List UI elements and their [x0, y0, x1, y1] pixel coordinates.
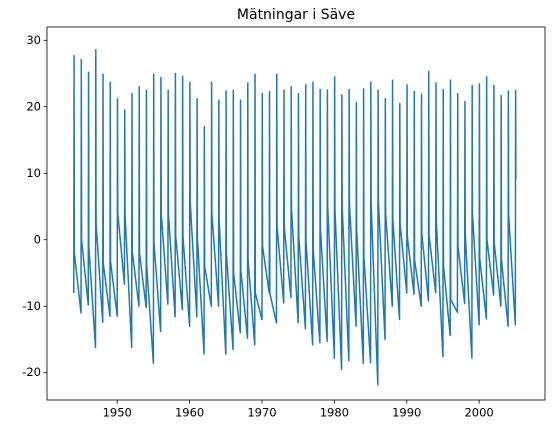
y-tick-label: 10 — [26, 166, 41, 180]
y-tick-label: 0 — [34, 232, 41, 246]
y-tick-label: -20 — [22, 365, 41, 379]
x-tick-label: 1970 — [247, 406, 276, 420]
chart-title: Mätningar i Säve — [237, 7, 355, 23]
x-tick-label: 1990 — [392, 406, 421, 420]
x-tick-label: 1960 — [175, 406, 204, 420]
x-tick-label: 2000 — [464, 406, 493, 420]
y-tick-label: 30 — [26, 33, 41, 47]
plot-frame — [46, 26, 546, 401]
y-tick-label: -10 — [22, 299, 41, 313]
data-line — [73, 48, 517, 386]
x-tick-label: 1950 — [103, 406, 132, 420]
x-tick-label: 1980 — [320, 406, 349, 420]
y-tick-label: 20 — [26, 99, 41, 113]
